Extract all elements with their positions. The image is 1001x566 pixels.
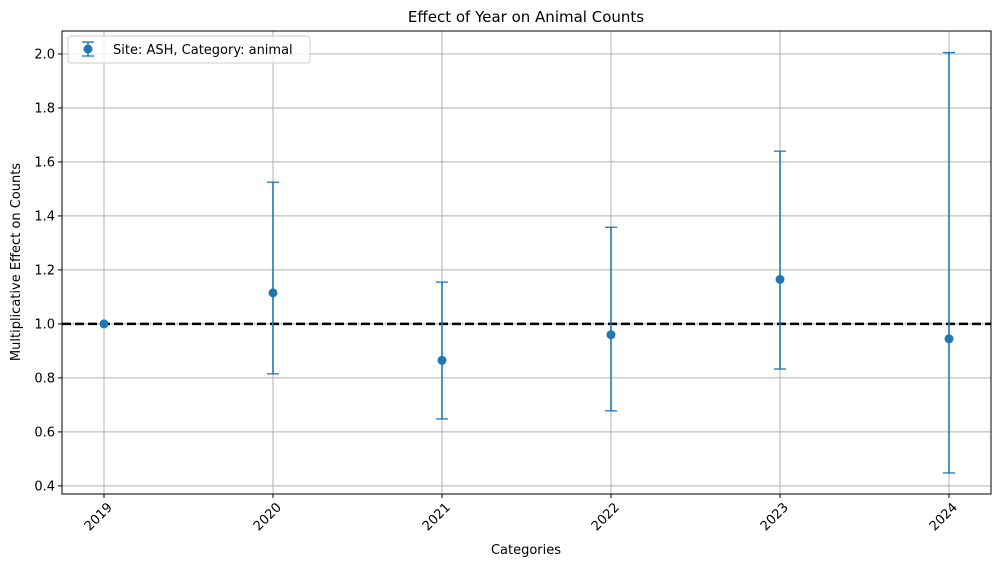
- legend-box: [67, 35, 311, 64]
- data-layer: [99, 51, 955, 474]
- y-tick-label: 0.6: [34, 425, 55, 440]
- x-tick-layer: 2019 2020 2021 2022 2023 2024: [82, 494, 961, 534]
- data-point: [268, 288, 278, 298]
- x-tick-label: 2024: [927, 500, 961, 534]
- legend-label: Site: ASH, Category: animal: [113, 43, 293, 58]
- y-tick-label: 1.0: [34, 317, 55, 332]
- x-tick-label: 2023: [758, 500, 792, 534]
- y-tick-label: 0.8: [34, 371, 55, 386]
- x-tick-label: 2021: [420, 500, 454, 534]
- legend: Site: ASH, Category: animal: [67, 35, 311, 64]
- plot-frame: [61, 30, 992, 495]
- data-point: [944, 334, 954, 344]
- x-tick-label: 2020: [251, 500, 285, 534]
- data-point: [437, 355, 447, 365]
- grid-layer: [62, 31, 991, 494]
- y-tick-label: 0.4: [34, 479, 55, 494]
- legend-dot: [83, 44, 93, 54]
- y-tick-label: 1.4: [34, 209, 55, 224]
- legend-marker: [82, 41, 94, 57]
- chart-title: Effect of Year on Animal Counts: [408, 8, 644, 26]
- y-axis-label: Multiplicative Effect on Counts: [9, 163, 24, 361]
- data-point: [606, 330, 616, 340]
- data-point: [99, 319, 109, 329]
- x-axis-label: Categories: [491, 543, 561, 558]
- x-tick-label: 2019: [82, 500, 116, 534]
- data-point: [775, 274, 785, 284]
- y-tick-layer: 0.4 0.6 0.8 1.0 1.2 1.4 1.6 1.8 2.0: [34, 47, 62, 494]
- y-tick-label: 1.2: [34, 263, 55, 278]
- y-tick-label: 2.0: [34, 47, 55, 62]
- y-tick-label: 1.6: [34, 155, 55, 170]
- x-tick-label: 2022: [589, 500, 623, 534]
- y-tick-label: 1.8: [34, 101, 55, 116]
